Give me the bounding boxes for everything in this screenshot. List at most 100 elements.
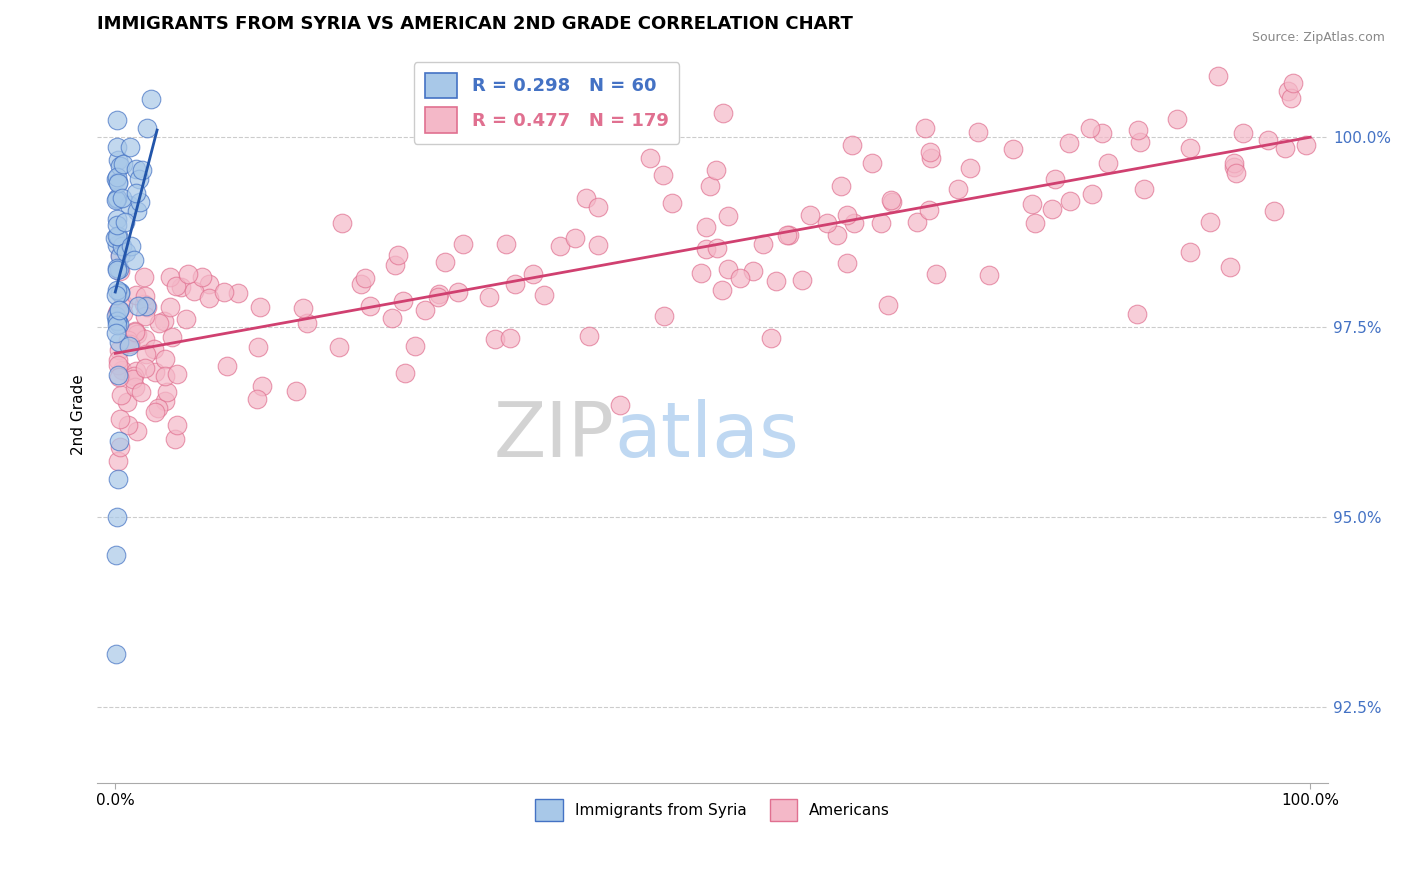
Point (177, 267, 200, 281)
Point (105, 191, 128, 205)
Point (136, 121, 159, 136)
Point (495, 237, 517, 252)
Point (837, 208, 859, 222)
Point (159, 270, 181, 285)
Point (104, 310, 127, 324)
Point (105, 172, 128, 186)
Point (391, 293, 413, 308)
Legend: Immigrants from Syria, Americans: Immigrants from Syria, Americans (529, 793, 897, 827)
Point (107, 176, 129, 190)
Point (776, 228, 799, 243)
Point (108, 263, 131, 277)
Point (842, 216, 865, 230)
Point (107, 454, 129, 468)
Point (1263, 204, 1285, 219)
Point (127, 424, 149, 438)
Point (484, 332, 506, 346)
Point (107, 353, 129, 368)
Point (111, 191, 134, 205)
Point (108, 285, 131, 300)
Point (359, 300, 381, 314)
Point (711, 283, 734, 297)
Point (121, 239, 143, 253)
Point (533, 287, 555, 301)
Point (134, 289, 156, 303)
Point (107, 177, 129, 191)
Point (578, 328, 600, 343)
Point (1097, 156, 1119, 170)
Point (728, 270, 751, 285)
Point (104, 326, 127, 340)
Point (134, 332, 156, 346)
Point (1090, 126, 1112, 140)
Point (252, 378, 274, 392)
Point (155, 368, 177, 383)
Point (1057, 136, 1080, 150)
Point (1129, 135, 1152, 149)
Point (111, 363, 134, 377)
Point (114, 244, 136, 259)
Text: atlas: atlas (614, 400, 799, 474)
Text: Source: ZipAtlas.com: Source: ZipAtlas.com (1251, 31, 1385, 45)
Point (131, 163, 153, 178)
Point (353, 271, 375, 285)
Point (742, 264, 765, 278)
Point (120, 139, 142, 153)
Point (143, 342, 166, 356)
Point (1206, 69, 1229, 83)
Point (105, 318, 128, 333)
Point (134, 309, 156, 323)
Point (966, 125, 988, 139)
Point (426, 290, 449, 304)
Point (246, 392, 269, 406)
Point (107, 359, 129, 373)
Point (291, 301, 314, 316)
Point (107, 368, 129, 382)
Point (706, 241, 728, 255)
Point (825, 227, 848, 242)
Point (1178, 245, 1201, 260)
Point (1001, 142, 1024, 156)
Point (110, 388, 132, 402)
Point (503, 277, 526, 291)
Point (162, 330, 184, 344)
Point (108, 248, 131, 262)
Point (105, 193, 128, 207)
Point (759, 331, 782, 345)
Point (108, 249, 131, 263)
Point (107, 153, 129, 168)
Point (107, 303, 129, 318)
Point (105, 510, 128, 524)
Point (381, 310, 404, 325)
Point (695, 220, 717, 235)
Point (499, 331, 522, 345)
Point (959, 161, 981, 175)
Point (215, 359, 238, 374)
Point (877, 298, 900, 312)
Point (1059, 194, 1081, 208)
Point (105, 192, 128, 206)
Point (125, 288, 148, 302)
Point (575, 191, 598, 205)
Point (143, 405, 166, 419)
Point (384, 258, 406, 272)
Point (183, 285, 205, 299)
Point (387, 248, 409, 262)
Point (166, 418, 188, 433)
Point (146, 401, 169, 415)
Point (704, 162, 727, 177)
Point (228, 285, 250, 300)
Point (586, 238, 609, 252)
Point (765, 274, 787, 288)
Point (212, 285, 235, 299)
Point (522, 267, 544, 281)
Point (564, 231, 586, 245)
Point (690, 266, 713, 280)
Point (105, 263, 128, 277)
Point (125, 186, 148, 201)
Point (108, 412, 131, 426)
Point (1225, 166, 1247, 180)
Point (105, 306, 128, 320)
Point (129, 384, 152, 399)
Point (925, 268, 948, 282)
